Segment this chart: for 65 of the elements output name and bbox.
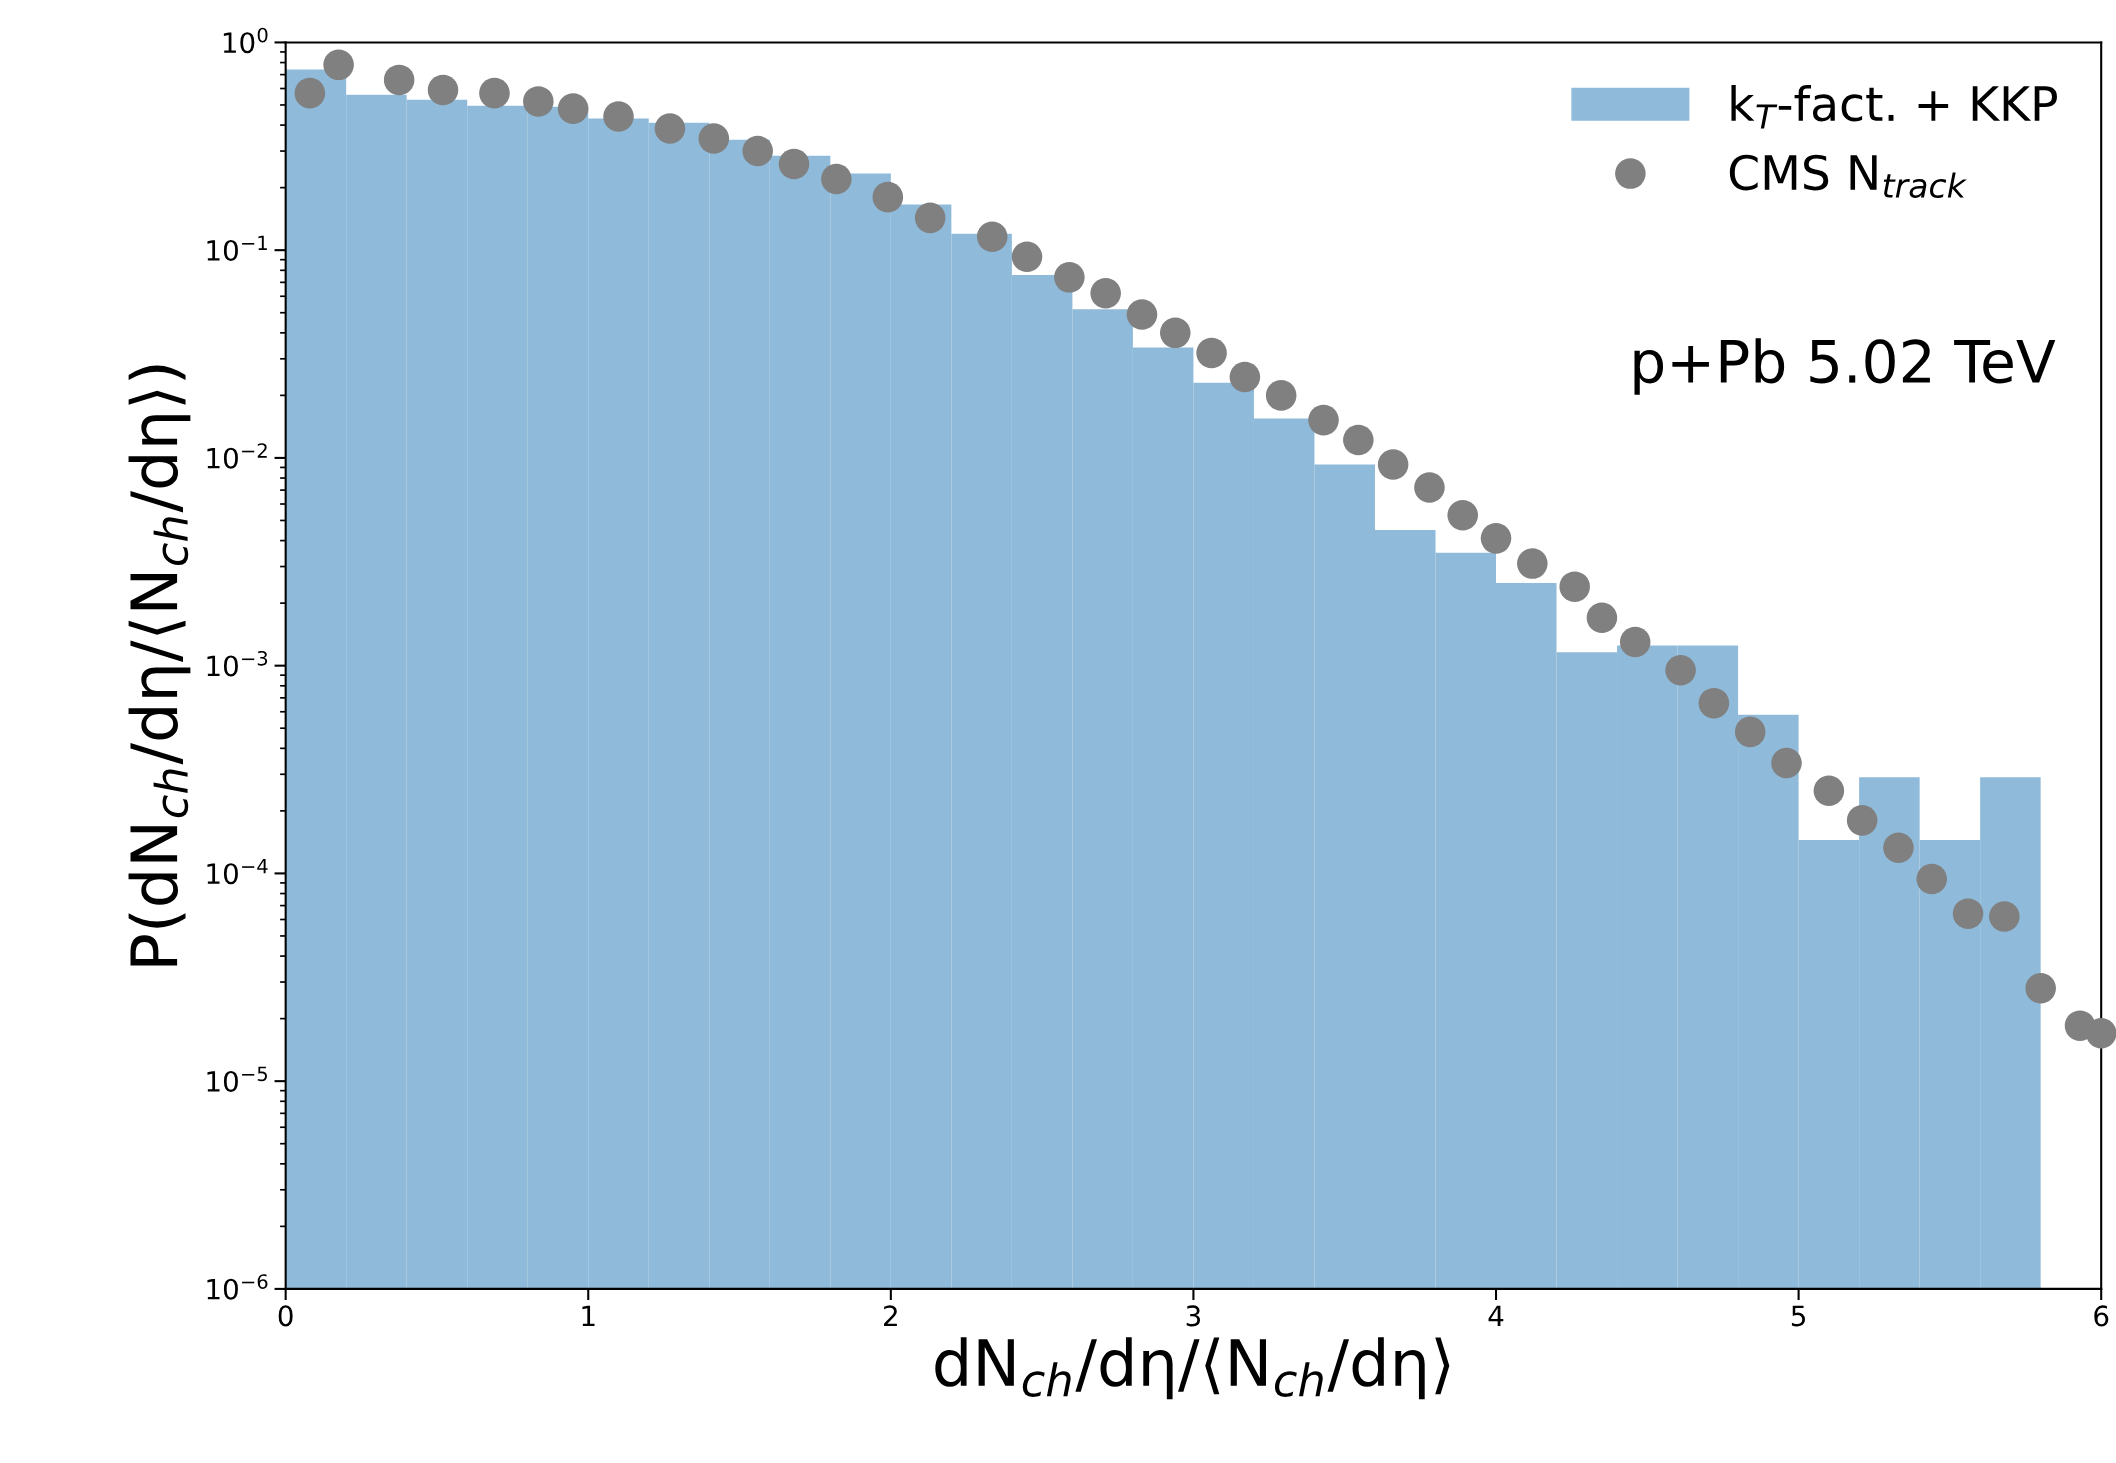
point: [2025, 972, 2056, 1004]
x-tick-label: 4: [1488, 1305, 1504, 1326]
y-tick-label: 10$^{−4}$: [207, 858, 268, 885]
point: [1011, 241, 1043, 272]
point: [1447, 499, 1478, 531]
point: [1559, 571, 1590, 602]
point: [1952, 898, 1984, 929]
point: [323, 49, 354, 81]
y-tick-label: 10$^{−3}$: [207, 650, 268, 677]
point: [294, 77, 326, 109]
point: [427, 74, 459, 106]
legend-label: CMS N$_{track}$: [1729, 154, 1967, 198]
annotation: p+Pb 5.02 TeV: [1634, 338, 2056, 395]
point: [1159, 317, 1191, 349]
point: [1265, 380, 1297, 411]
point: [914, 202, 946, 234]
point: [523, 86, 554, 117]
point: [778, 148, 810, 180]
x-tick-label: 6: [2094, 1305, 2109, 1327]
y-tick-label: 10$^{−1}$: [207, 235, 267, 261]
point: [1377, 449, 1409, 480]
y-tick-label: 10$^{−5}$: [207, 1066, 267, 1092]
point: [1480, 523, 1512, 554]
y-tick-label: 10$^{−6}$: [207, 1274, 268, 1300]
point: [1813, 775, 1845, 807]
point: [1414, 472, 1445, 503]
x-axis-title: dN$_{ch}$/dη/⟨N$_{ch}$/dη⟩: [935, 1337, 1450, 1400]
point: [1771, 747, 1802, 779]
point: [1126, 299, 1158, 330]
point: [383, 64, 415, 96]
x-tick-label: 5: [1791, 1305, 1806, 1327]
point: [1734, 716, 1766, 748]
y-axis-title: P(dN$_{ch}$/dη/⟨N$_{ch}$/dη⟩): [128, 365, 191, 966]
x-tick-label: 0: [278, 1305, 293, 1327]
point: [1308, 404, 1339, 436]
point: [1883, 832, 1914, 863]
point: [1054, 262, 1085, 293]
point: [557, 93, 589, 124]
point: [698, 123, 730, 154]
point: [654, 113, 686, 144]
x-tick-label: 3: [1186, 1305, 1201, 1327]
x-tick-label: 2: [884, 1305, 897, 1326]
point: [1586, 602, 1618, 634]
point: [1846, 805, 1878, 836]
point: [821, 163, 852, 195]
point: [1343, 424, 1374, 456]
point: [1090, 278, 1121, 309]
x-tick-label: 1: [582, 1305, 595, 1326]
point: [872, 181, 904, 213]
point: [1698, 687, 1730, 719]
point: [603, 101, 634, 132]
point: [1229, 361, 1261, 393]
point: [1196, 337, 1227, 369]
point: [1665, 655, 1696, 686]
point: [742, 135, 773, 167]
point: [976, 221, 1008, 253]
point: [1989, 901, 2020, 932]
y-tick-label: 10$^{−2}$: [207, 443, 267, 469]
point: [2085, 1018, 2116, 1049]
legend-label: k$_{T}$-fact. + KKP: [1731, 84, 2057, 129]
y-tick-label: 10$^{0}$: [223, 27, 268, 54]
point: [1619, 626, 1651, 658]
point: [1916, 863, 1948, 895]
point: [479, 77, 510, 109]
point: [1517, 548, 1548, 579]
